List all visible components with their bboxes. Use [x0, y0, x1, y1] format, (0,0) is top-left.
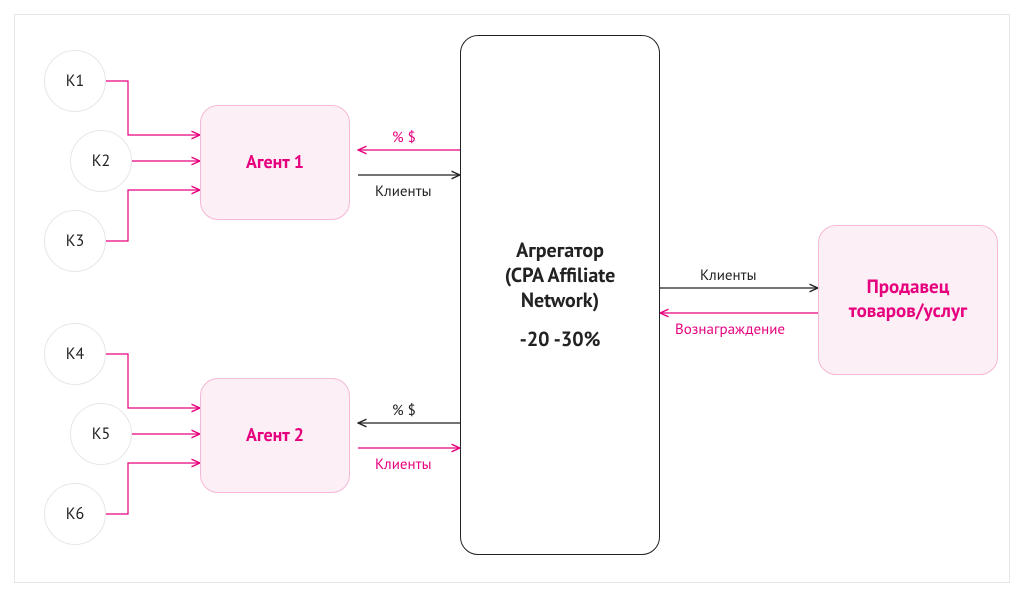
node-agent1: Агент 1 [200, 105, 350, 220]
edge-label-agg-seller-clients: Клиенты [700, 266, 756, 285]
node-label-k6: К6 [66, 504, 84, 524]
node-k4: К4 [44, 323, 106, 385]
node-label-aggregator: Агрегатор(CPA AffiliateNetwork) -20 -30% [505, 238, 616, 352]
node-k2: К2 [70, 130, 132, 192]
edge-label-a1-agg-clients: Клиенты [375, 182, 431, 201]
node-label-k4: К4 [66, 344, 84, 364]
edge-label-a2-agg-clients: Клиенты [375, 455, 431, 474]
node-k1: К1 [44, 50, 106, 112]
node-label-agent1: Агент 1 [246, 151, 304, 174]
node-seller: Продавецтоваров/услуг [818, 225, 998, 375]
node-label-k3: К3 [66, 231, 84, 251]
node-label-k5: К5 [92, 424, 110, 444]
edge-label-agg-a2-money: % $ [392, 401, 416, 420]
node-k6: К6 [44, 483, 106, 545]
edge-label-seller-agg-reward: Вознаграждение [675, 320, 785, 339]
node-label-seller: Продавецтоваров/услуг [849, 276, 967, 324]
node-label-agent2: Агент 2 [246, 424, 304, 447]
node-k3: К3 [44, 210, 106, 272]
edge-label-agg-a1-money: % $ [392, 128, 416, 147]
node-aggregator: Агрегатор(CPA AffiliateNetwork) -20 -30% [460, 35, 660, 555]
node-agent2: Агент 2 [200, 378, 350, 493]
node-k5: К5 [70, 403, 132, 465]
node-label-k2: К2 [92, 151, 110, 171]
node-label-k1: К1 [66, 71, 84, 91]
